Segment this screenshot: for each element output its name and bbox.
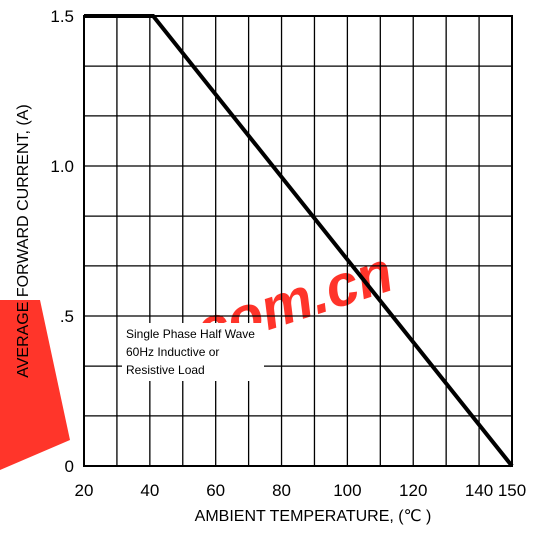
annotation-background bbox=[122, 323, 264, 381]
y-tick-label: 1.5 bbox=[50, 7, 74, 26]
x-tick-label: 20 bbox=[75, 481, 94, 500]
x-tick-label: 100 bbox=[333, 481, 361, 500]
annotation-line-2: 60Hz Inductive or bbox=[126, 345, 219, 359]
y-tick-label: .5 bbox=[60, 307, 74, 326]
watermark-logo-shape bbox=[0, 300, 70, 470]
annotation-box: Single Phase Half Wave 60Hz Inductive or… bbox=[122, 323, 264, 381]
series-line bbox=[84, 14, 514, 468]
y-tick-label: 1.0 bbox=[50, 157, 74, 176]
x-tick-label: 80 bbox=[272, 481, 291, 500]
x-tick-label: 60 bbox=[206, 481, 225, 500]
grid bbox=[83, 15, 513, 467]
tick-labels: 20 40 60 80 100 120 140 150 0 .5 1.0 1.5 bbox=[50, 7, 526, 500]
plot-frame bbox=[83, 15, 513, 467]
annotation-line-3: Resistive Load bbox=[126, 363, 205, 377]
series-layer bbox=[84, 14, 514, 468]
x-tick-label: 150 bbox=[498, 481, 526, 500]
annotation-line-1: Single Phase Half Wave bbox=[126, 327, 255, 341]
x-tick-label: 140 bbox=[465, 481, 493, 500]
x-axis-label: AMBIENT TEMPERATURE, (℃ ) bbox=[195, 508, 432, 525]
y-axis-label: AVERAGE FORWARD CURRENT, (A) bbox=[15, 104, 32, 378]
x-tick-label: 40 bbox=[140, 481, 159, 500]
x-tick-label: 120 bbox=[399, 481, 427, 500]
y-tick-label: 0 bbox=[65, 457, 74, 476]
